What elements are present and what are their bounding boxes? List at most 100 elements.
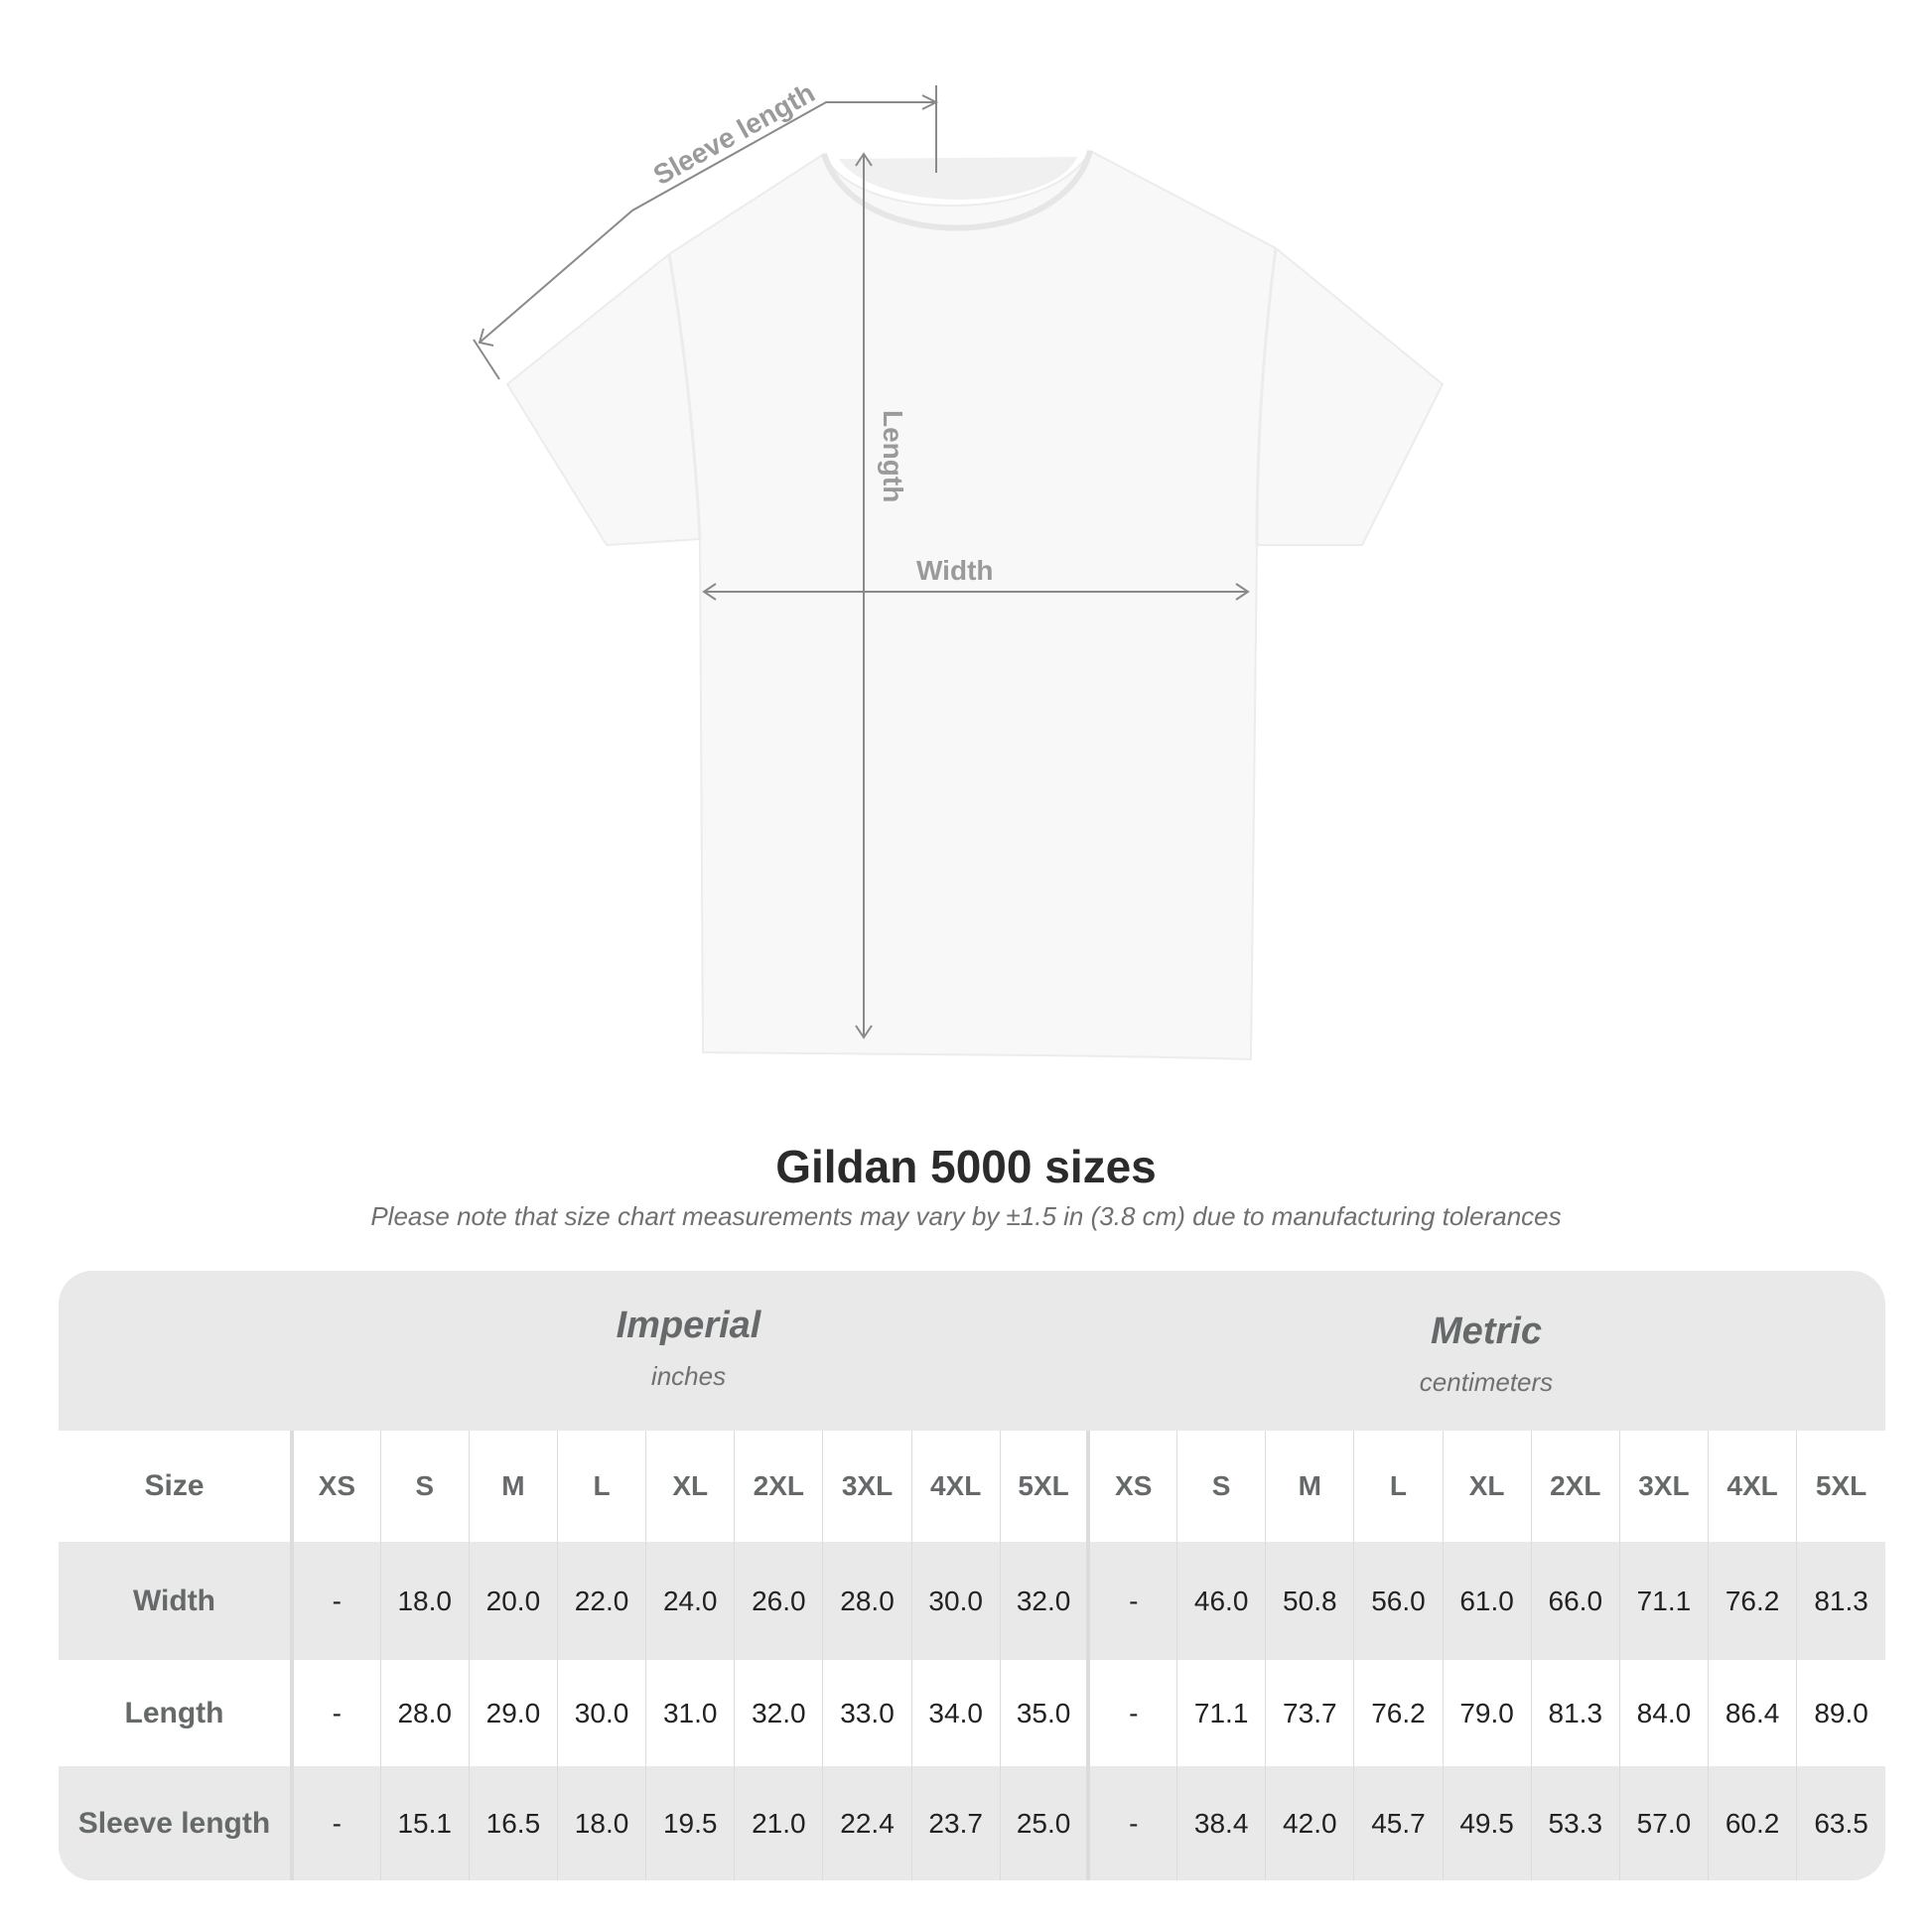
width-arrowhead-left [702, 583, 717, 601]
imperial-cell: 15.1 [379, 1766, 470, 1880]
imperial-cell: - [291, 1660, 381, 1766]
imperial-cell: 23.7 [910, 1766, 1001, 1880]
imperial-size-s: S [379, 1431, 470, 1542]
imperial-cell: 31.0 [645, 1660, 735, 1766]
imperial-cell: 32.0 [999, 1542, 1089, 1660]
metric-unit: centimeters [1419, 1367, 1554, 1397]
metric-size-s: S [1176, 1431, 1266, 1542]
imperial-cell: 19.5 [645, 1766, 735, 1880]
metric-title: Metric [1431, 1311, 1542, 1352]
imperial-cell: 16.5 [468, 1766, 558, 1880]
metric-cell: 45.7 [1353, 1766, 1444, 1880]
sleeve-seam-left [667, 253, 702, 540]
metric-cell: 38.4 [1176, 1766, 1266, 1880]
metric-size-4xl: 4XL [1707, 1431, 1797, 1542]
imperial-cell: 32.0 [734, 1660, 823, 1766]
imperial-unit: inches [650, 1361, 727, 1391]
imperial-size-3xl: 3XL [822, 1431, 912, 1542]
imperial-cell: 21.0 [734, 1766, 823, 1880]
size-header-label: Size [59, 1431, 294, 1542]
imperial-cell: 18.0 [379, 1542, 470, 1660]
imperial-cell: 25.0 [999, 1766, 1089, 1880]
sleeve-length-arrow [479, 101, 936, 344]
sleeve-arrowhead-left [478, 328, 494, 346]
metric-cell: 76.2 [1353, 1660, 1444, 1766]
imperial-size-m: M [468, 1431, 558, 1542]
imperial-cell: 33.0 [822, 1660, 912, 1766]
metric-cell: 86.4 [1707, 1660, 1797, 1766]
metric-cell: 76.2 [1707, 1542, 1797, 1660]
metric-cell: 66.0 [1530, 1542, 1620, 1660]
imperial-cell: - [291, 1542, 381, 1660]
imperial-size-5xl: 5XL [999, 1431, 1089, 1542]
imperial-cell: 29.0 [468, 1660, 558, 1766]
imperial-cell: 22.0 [556, 1542, 646, 1660]
metric-cell: - [1086, 1542, 1177, 1660]
imperial-title: Imperial [616, 1305, 761, 1346]
imperial-size-4xl: 4XL [910, 1431, 1001, 1542]
width-label: Width [916, 555, 994, 586]
table-row-length: Length -28.0 29.0 30.0 31.0 32.0 33.0 34.0 35.0-… [59, 1660, 1885, 1766]
width-arrowhead-right [1235, 583, 1250, 601]
metric-cell: 49.5 [1442, 1766, 1532, 1880]
table-row-width: Width -18.0 20.0 22.0 24.0 26.0 28.0 30.0 32.0-4… [59, 1542, 1885, 1660]
imperial-cell: - [291, 1766, 381, 1880]
tshirt-body [505, 149, 1445, 1061]
metric-cell: - [1086, 1660, 1177, 1766]
metric-cell: - [1086, 1766, 1177, 1880]
table-row-sleeve-length: Sleeve length -15.1 16.5 18.0 19.5 21.0 22.4 23… [59, 1766, 1885, 1880]
metric-size-2xl: 2XL [1530, 1431, 1620, 1542]
chart-title: Gildan 5000 sizes [775, 1141, 1157, 1192]
metric-cell: 81.3 [1796, 1542, 1885, 1660]
row-label: Width [59, 1542, 294, 1660]
metric-size-xs: XS [1086, 1431, 1177, 1542]
row-label: Sleeve length [59, 1766, 294, 1880]
imperial-cell: 26.0 [734, 1542, 823, 1660]
metric-cell: 84.0 [1618, 1660, 1709, 1766]
imperial-cell: 28.0 [379, 1660, 470, 1766]
size-grid: Size XS S M L XL 2XL 3XL 4XL 5XL XS S M L XL 2XL 3XL 4XL 5… [59, 1431, 1885, 1880]
sleeve-seam-right [1255, 247, 1278, 546]
tshirt-collar [821, 150, 1093, 231]
metric-size-xl: XL [1442, 1431, 1532, 1542]
metric-cell: 53.3 [1530, 1766, 1620, 1880]
metric-size-l: L [1353, 1431, 1444, 1542]
metric-cell: 63.5 [1796, 1766, 1885, 1880]
length-arrowhead-bottom [855, 1025, 873, 1039]
metric-cell: 46.0 [1176, 1542, 1266, 1660]
metric-cell: 71.1 [1618, 1542, 1709, 1660]
metric-cell: 73.7 [1265, 1660, 1354, 1766]
sleeve-tick-left [473, 339, 500, 380]
metric-cell: 60.2 [1707, 1766, 1797, 1880]
tshirt-inner-neck [839, 157, 1077, 201]
metric-cell: 81.3 [1530, 1660, 1620, 1766]
metric-cell: 79.0 [1442, 1660, 1532, 1766]
metric-cell: 50.8 [1265, 1542, 1354, 1660]
imperial-cell: 30.0 [910, 1542, 1001, 1660]
size-table: Imperial inches Metric centimeters Size X… [59, 1271, 1885, 1880]
metric-size-5xl: 5XL [1796, 1431, 1885, 1542]
imperial-cell: 22.4 [822, 1766, 912, 1880]
chart-subtitle: Please note that size chart measurements… [370, 1201, 1562, 1231]
imperial-size-2xl: 2XL [734, 1431, 823, 1542]
length-label: Length [878, 410, 908, 502]
row-label: Length [59, 1660, 294, 1766]
metric-cell: 42.0 [1265, 1766, 1354, 1880]
imperial-cell: 18.0 [556, 1766, 646, 1880]
tshirt-diagram: Sleeve length Length Width [473, 77, 1445, 1061]
imperial-cell: 24.0 [645, 1542, 735, 1660]
metric-cell: 61.0 [1442, 1542, 1532, 1660]
imperial-cell: 20.0 [468, 1542, 558, 1660]
imperial-size-l: L [556, 1431, 646, 1542]
metric-header: Metric centimeters [1087, 1311, 1885, 1398]
imperial-size-xl: XL [645, 1431, 735, 1542]
imperial-cell: 34.0 [910, 1660, 1001, 1766]
imperial-header: Imperial inches [290, 1305, 1087, 1392]
length-arrowhead-top [855, 152, 873, 167]
imperial-size-xs: XS [291, 1431, 381, 1542]
metric-size-m: M [1265, 1431, 1354, 1542]
imperial-cell: 35.0 [999, 1660, 1089, 1766]
imperial-cell: 30.0 [556, 1660, 646, 1766]
metric-size-3xl: 3XL [1618, 1431, 1709, 1542]
metric-cell: 89.0 [1796, 1660, 1885, 1766]
